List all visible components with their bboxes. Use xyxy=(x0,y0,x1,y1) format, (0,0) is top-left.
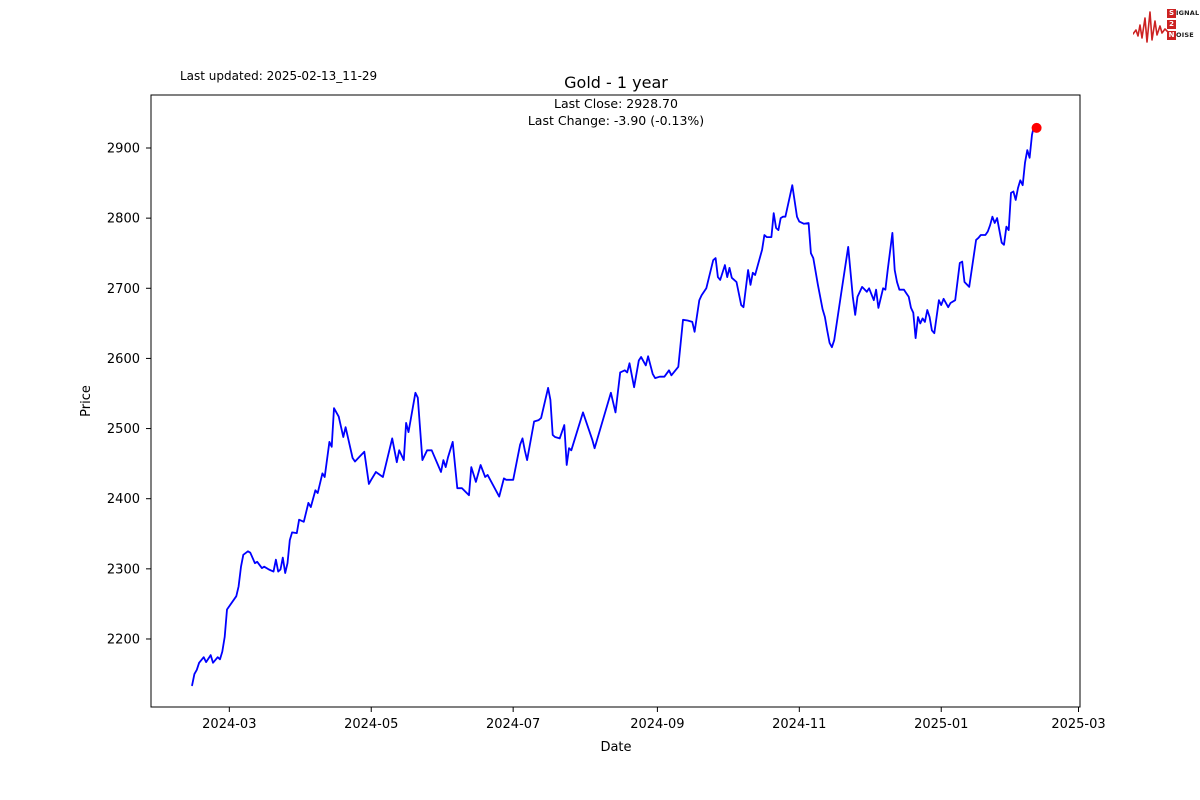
logo-row-noise: N OISE xyxy=(1167,30,1194,40)
x-tick-label: 2024-11 xyxy=(772,717,826,732)
x-tick-label: 2024-07 xyxy=(486,717,540,732)
y-tick-label: 2500 xyxy=(107,422,140,437)
logo-row-signal: S IGNAL xyxy=(1167,8,1200,18)
last-price-annotation: Last Close: 2928.70 Last Change: -3.90 (… xyxy=(528,95,704,129)
y-tick-label: 2800 xyxy=(107,212,140,227)
x-tick-label: 2024-05 xyxy=(344,717,398,732)
plot-border xyxy=(150,94,1081,708)
x-tick-label: 2024-03 xyxy=(202,717,256,732)
last-change-text: Last Change: -3.90 (-0.13%) xyxy=(527,113,705,128)
y-tick-label: 2200 xyxy=(107,632,140,647)
signal2noise-logo: S IGNAL 2 N OISE xyxy=(1133,5,1199,47)
y-axis-label: Price xyxy=(79,385,94,417)
chart-title: Gold - 1 year xyxy=(564,73,668,92)
x-tick-label: 2024-09 xyxy=(630,717,684,732)
price-line xyxy=(191,124,1038,687)
last-price-marker xyxy=(1031,122,1042,133)
x-axis-label: Date xyxy=(600,740,631,755)
waveform-icon xyxy=(1133,11,1169,43)
y-tick-label: 2400 xyxy=(107,492,140,507)
logo-row-2: 2 xyxy=(1167,19,1199,29)
y-tick-label: 2600 xyxy=(107,352,140,367)
logo-letter-box-n: N xyxy=(1167,30,1176,40)
y-axis-ticks: 2200 2300 2400 2500 2600 2700 2800 2900 xyxy=(107,142,151,647)
x-tick-label: 2025-01 xyxy=(914,717,968,732)
y-tick-label: 2700 xyxy=(107,282,140,297)
logo-letter-box-s: S xyxy=(1167,8,1176,18)
logo-wordmark: S IGNAL 2 N OISE xyxy=(1167,8,1199,40)
logo-letter-box-2: 2 xyxy=(1167,19,1176,29)
x-axis-ticks: 2024-03 2024-05 2024-07 2024-09 2024-11 2025-… xyxy=(202,707,1106,732)
y-tick-label: 2900 xyxy=(107,142,140,157)
last-updated-text: Last updated: 2025-02-13_11-29 xyxy=(180,69,378,83)
x-tick-label: 2025-03 xyxy=(1051,717,1105,732)
last-close-text: Last Close: 2928.70 xyxy=(554,96,678,111)
y-tick-label: 2300 xyxy=(107,562,140,577)
